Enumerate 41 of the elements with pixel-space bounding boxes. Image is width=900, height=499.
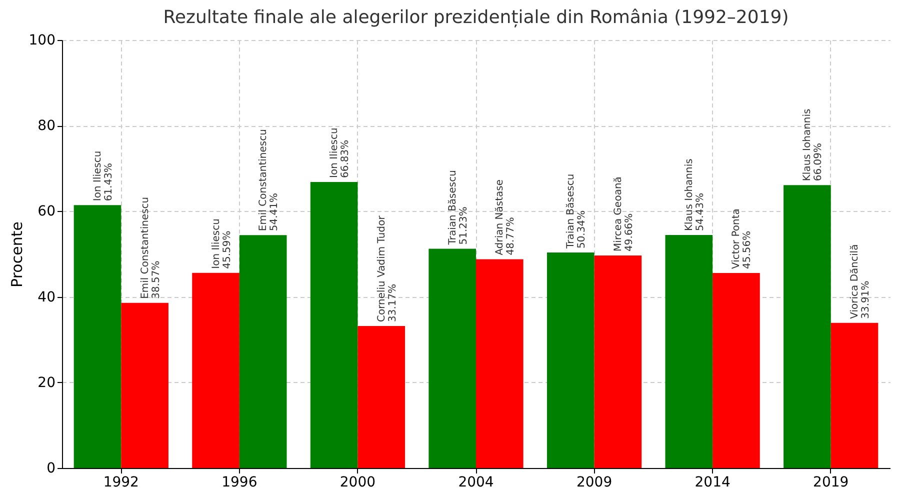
y-tick-label: 80 xyxy=(38,118,56,134)
y-tick-label: 40 xyxy=(38,289,56,306)
y-tick-label: 20 xyxy=(38,374,56,391)
bar xyxy=(121,302,168,468)
bar xyxy=(310,182,358,468)
data-label: Emil Constantinescu 54.41% xyxy=(258,129,280,232)
bar xyxy=(594,255,642,468)
data-label: Traian Băsescu 51.23% xyxy=(447,170,470,246)
data-label: Ion Iliescu 45.59% xyxy=(210,218,233,269)
data-label: Klaus Iohannis 54.43% xyxy=(684,158,706,232)
y-axis-title: Procente xyxy=(8,222,26,288)
x-tick-label: 2019 xyxy=(813,474,849,490)
data-label: Klaus Iohannis 66.09% xyxy=(802,108,824,182)
bar xyxy=(546,252,594,468)
bar xyxy=(476,259,524,468)
data-label: Mircea Geoană 49.66% xyxy=(612,176,635,252)
y-tick-label: 60 xyxy=(38,204,56,220)
x-tick-label: 2000 xyxy=(340,474,376,490)
x-tick-label: 1992 xyxy=(103,474,139,490)
data-label: Victor Ponta 45.56% xyxy=(731,208,754,270)
data-label: Ion Iliescu 66.83% xyxy=(329,128,352,178)
bar xyxy=(712,273,760,468)
data-label: Emil Constantinescu 38.57% xyxy=(140,196,162,299)
data-label: Adrian Năstase 48.77% xyxy=(494,179,517,256)
bar xyxy=(665,235,713,468)
chart-title: Rezultate finale ale alegerilor prezidențiale din România (1992–2019) xyxy=(163,7,789,28)
bar xyxy=(830,322,878,468)
bar xyxy=(74,205,122,468)
data-label: Corneliu Vadim Tudor 33.17% xyxy=(376,214,398,322)
bar xyxy=(784,185,831,468)
y-tick-label: 0 xyxy=(46,460,56,476)
y-tick-label: 100 xyxy=(28,32,56,48)
bar xyxy=(428,248,476,468)
data-label: Traian Băsescu 50.34% xyxy=(566,174,588,250)
x-tick-label: 2009 xyxy=(576,474,612,490)
x-tick-label: 1996 xyxy=(222,474,258,490)
bar xyxy=(358,326,406,468)
data-label: Ion Iliescu 61.43% xyxy=(92,150,114,202)
x-tick-label: 2014 xyxy=(694,474,730,490)
data-label: Viorica Dăncilă 33.91% xyxy=(850,244,872,319)
x-tick-label: 2004 xyxy=(458,474,494,490)
